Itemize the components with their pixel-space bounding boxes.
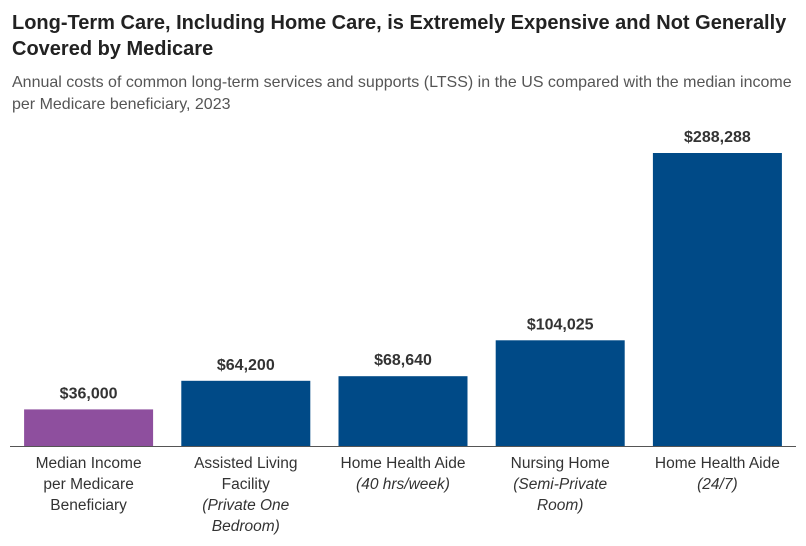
bar-4 bbox=[495, 340, 625, 446]
category-note-4-line-1: (Semi-Private bbox=[513, 476, 607, 493]
category-label-2-line-2: Facility bbox=[222, 476, 270, 493]
bar-5 bbox=[652, 153, 782, 446]
category-label-1-line-3: Beneficiary bbox=[50, 497, 127, 514]
category-note-4-line-2: Room) bbox=[537, 497, 584, 514]
category-label-3-line-1: Home Health Aide bbox=[341, 455, 466, 472]
value-label-5: $288,288 bbox=[684, 129, 751, 146]
category-label-2-line-1: Assisted Living bbox=[194, 455, 297, 472]
category-label-4-line-1: Nursing Home bbox=[511, 455, 610, 472]
chart-title: Long-Term Care, Including Home Care, is … bbox=[12, 12, 787, 60]
value-label-2: $64,200 bbox=[217, 357, 275, 374]
category-note-3-line-1: (40 hrs/week) bbox=[356, 476, 450, 493]
category-label-1-line-2: per Medicare bbox=[43, 476, 133, 493]
bar-2 bbox=[181, 380, 311, 446]
category-note-5-line-1: (24/7) bbox=[697, 476, 738, 493]
chart-subtitle: Annual costs of common long-term service… bbox=[12, 74, 792, 113]
value-label-3: $68,640 bbox=[374, 352, 432, 369]
category-label-5-line-1: Home Health Aide bbox=[655, 455, 780, 472]
bar-1 bbox=[24, 409, 154, 446]
category-note-2-line-2: Bedroom) bbox=[212, 518, 280, 535]
value-label-1: $36,000 bbox=[60, 385, 118, 402]
category-label-1-line-1: Median Income bbox=[36, 455, 142, 472]
bar-3 bbox=[338, 376, 468, 446]
category-note-2-line-1: (Private One bbox=[202, 497, 289, 514]
value-label-4: $104,025 bbox=[527, 316, 594, 333]
